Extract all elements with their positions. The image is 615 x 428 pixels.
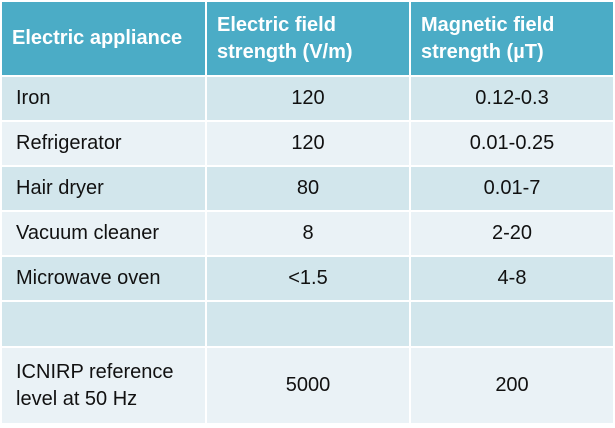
- electric-field-value: <1.5: [205, 255, 411, 302]
- blank-cell: [409, 300, 615, 348]
- magnetic-field-value: 2-20: [409, 210, 615, 257]
- table-row: Microwave oven <1.5 4-8: [0, 255, 615, 302]
- appliance-name: Vacuum cleaner: [0, 210, 207, 257]
- blank-row: [0, 300, 615, 348]
- table-row: Iron 120 0.12-0.3: [0, 75, 615, 122]
- table-row: Refrigerator 120 0.01-0.25: [0, 120, 615, 167]
- electric-field-value: 80: [205, 165, 411, 212]
- electric-field-value: 8: [205, 210, 411, 257]
- header-row: Electric appliance Electric field streng…: [0, 0, 615, 77]
- table-row: Vacuum cleaner 8 2-20: [0, 210, 615, 257]
- reference-electric-value: 5000: [205, 346, 411, 423]
- header-electric-appliance: Electric appliance: [0, 0, 207, 77]
- electric-field-value: 120: [205, 120, 411, 167]
- magnetic-field-value: 4-8: [409, 255, 615, 302]
- reference-label: ICNIRP reference level at 50 Hz: [0, 346, 207, 423]
- blank-cell: [0, 300, 207, 348]
- table-row: Hair dryer 80 0.01-7: [0, 165, 615, 212]
- appliance-name: Hair dryer: [0, 165, 207, 212]
- appliance-name: Refrigerator: [0, 120, 207, 167]
- magnetic-field-value: 0.01-7: [409, 165, 615, 212]
- magnetic-field-value: 0.12-0.3: [409, 75, 615, 122]
- header-magnetic-field-strength: Magnetic field strength (µT): [409, 0, 615, 77]
- blank-cell: [205, 300, 411, 348]
- reference-row: ICNIRP reference level at 50 Hz 5000 200: [0, 346, 615, 423]
- reference-magnetic-value: 200: [409, 346, 615, 423]
- header-electric-field-strength: Electric field strength (V/m): [205, 0, 411, 77]
- magnetic-field-value: 0.01-0.25: [409, 120, 615, 167]
- appliance-name: Iron: [0, 75, 207, 122]
- electric-field-value: 120: [205, 75, 411, 122]
- appliance-name: Microwave oven: [0, 255, 207, 302]
